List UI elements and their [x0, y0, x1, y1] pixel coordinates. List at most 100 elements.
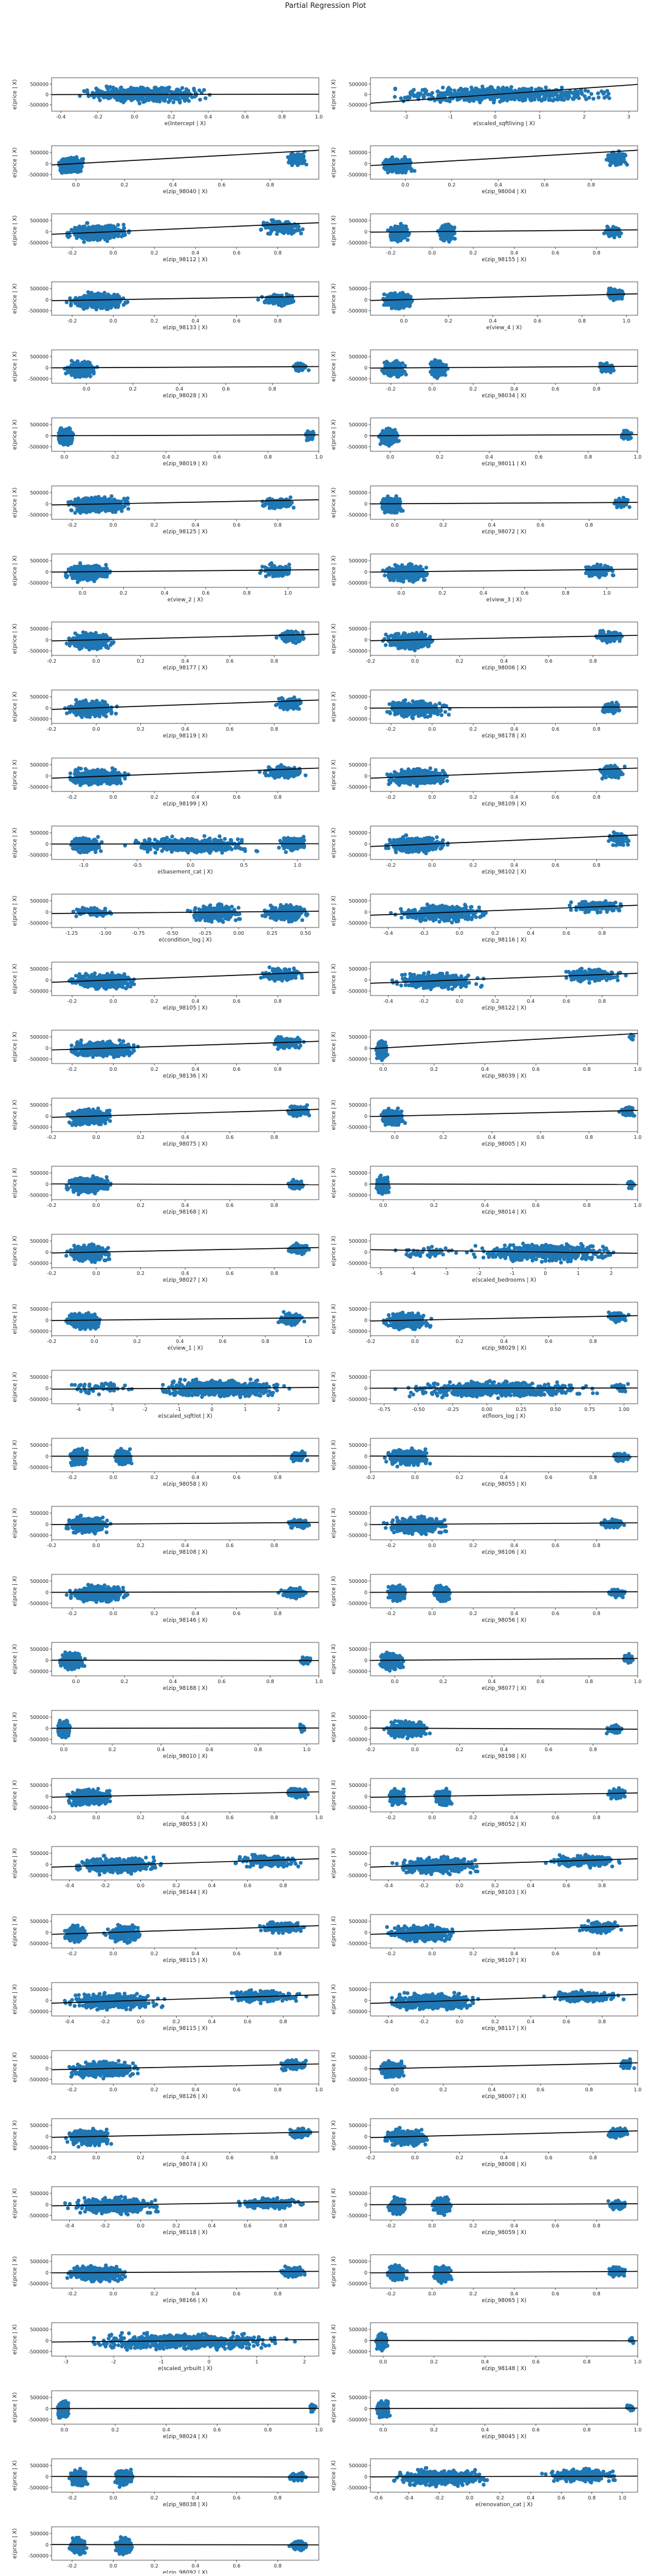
data-point [122, 226, 126, 230]
data-point [116, 89, 120, 92]
data-point [141, 86, 145, 89]
data-point [151, 97, 154, 100]
data-point [608, 291, 612, 295]
x-tick-label: 0.6 [551, 250, 559, 256]
data-point [120, 98, 124, 102]
data-point [145, 87, 149, 91]
data-point [82, 240, 86, 244]
y-tick-label: 0 [46, 297, 49, 302]
data-point [156, 89, 160, 93]
figure-title: Partial Regression Plot [0, 1, 651, 10]
data-point [597, 95, 601, 99]
y-axis-label: e(price | X) [331, 148, 337, 178]
x-tick-label: 0.6 [218, 182, 226, 188]
data-point [172, 92, 176, 95]
data-point [286, 223, 290, 227]
x-tick-label: 0.4 [205, 114, 213, 120]
x-tick-label: 0.2 [469, 250, 477, 256]
data-point [399, 222, 403, 225]
data-point [273, 298, 276, 302]
data-point [256, 298, 260, 301]
y-tick-label: -500000 [347, 173, 367, 178]
data-point [73, 375, 77, 379]
data-point [544, 88, 548, 92]
x-tick-label: 0.6 [534, 318, 542, 324]
data-point [562, 94, 565, 97]
data-point [599, 89, 603, 93]
data-point [101, 295, 104, 299]
data-point [472, 99, 475, 103]
data-point [441, 86, 445, 89]
data-point [386, 293, 389, 297]
data-point [282, 297, 285, 301]
data-point [548, 94, 551, 98]
data-point [145, 97, 149, 100]
data-point [450, 97, 454, 100]
y-axis-label: e(price | X) [331, 80, 337, 110]
data-point [409, 93, 412, 97]
data-point [302, 161, 305, 165]
data-point [624, 160, 627, 164]
data-point [541, 98, 545, 101]
x-tick-label: -1 [448, 114, 453, 120]
data-point [615, 155, 619, 159]
data-point [549, 98, 553, 101]
data-point [85, 221, 89, 225]
data-point [447, 86, 451, 89]
x-tick-label: 0.0 [401, 182, 409, 188]
data-point [104, 94, 108, 97]
data-point [457, 89, 460, 92]
data-point [300, 157, 304, 161]
data-point [517, 87, 521, 91]
x-tick-label: 0.8 [267, 182, 274, 188]
regression-line [370, 150, 638, 165]
x-axis-label: e(zip_98112 | X) [163, 257, 208, 263]
y-tick-label: 0 [46, 161, 49, 166]
data-point [112, 235, 116, 239]
x-tick-label: 0.6 [233, 318, 240, 324]
x-tick-label: -0.2 [93, 114, 103, 120]
data-point [108, 227, 112, 231]
y-axis-label: e(price | X) [12, 284, 18, 314]
data-point [607, 92, 610, 95]
data-point [480, 91, 484, 95]
x-tick-label: 0.4 [494, 182, 502, 188]
data-point [77, 302, 81, 306]
data-point [288, 160, 291, 163]
y-tick-label: -500000 [29, 309, 49, 314]
data-point [527, 92, 531, 96]
x-tick-label: 0.8 [578, 318, 586, 324]
data-point [539, 87, 543, 91]
x-tick-label: 3 [627, 114, 630, 120]
data-point [521, 87, 525, 91]
data-point [573, 89, 577, 93]
data-point [203, 97, 207, 100]
data-point [389, 228, 392, 231]
data-point [202, 88, 206, 92]
data-point [417, 92, 420, 95]
data-point [441, 236, 445, 240]
data-point [87, 294, 90, 298]
x-tick-label: 1.0 [622, 318, 630, 324]
x-tick-label: 0.8 [587, 182, 595, 188]
data-point [121, 303, 125, 307]
y-tick-label: 500000 [349, 286, 367, 292]
y-tick-label: 0 [46, 229, 49, 234]
x-tick-label: 0.4 [489, 318, 497, 324]
data-point [67, 231, 70, 234]
data-point [124, 97, 128, 101]
data-point [87, 234, 90, 237]
data-point [107, 86, 111, 89]
y-tick-label: -500000 [29, 241, 49, 246]
x-axis-label: e(zip_98040 | X) [163, 189, 208, 195]
scatter-series [386, 222, 623, 244]
data-point [296, 160, 299, 163]
data-point [134, 95, 138, 98]
y-tick-label: -500000 [29, 173, 49, 178]
data-point [97, 294, 101, 298]
x-axis-label: e(zip_98133 | X) [163, 325, 208, 331]
